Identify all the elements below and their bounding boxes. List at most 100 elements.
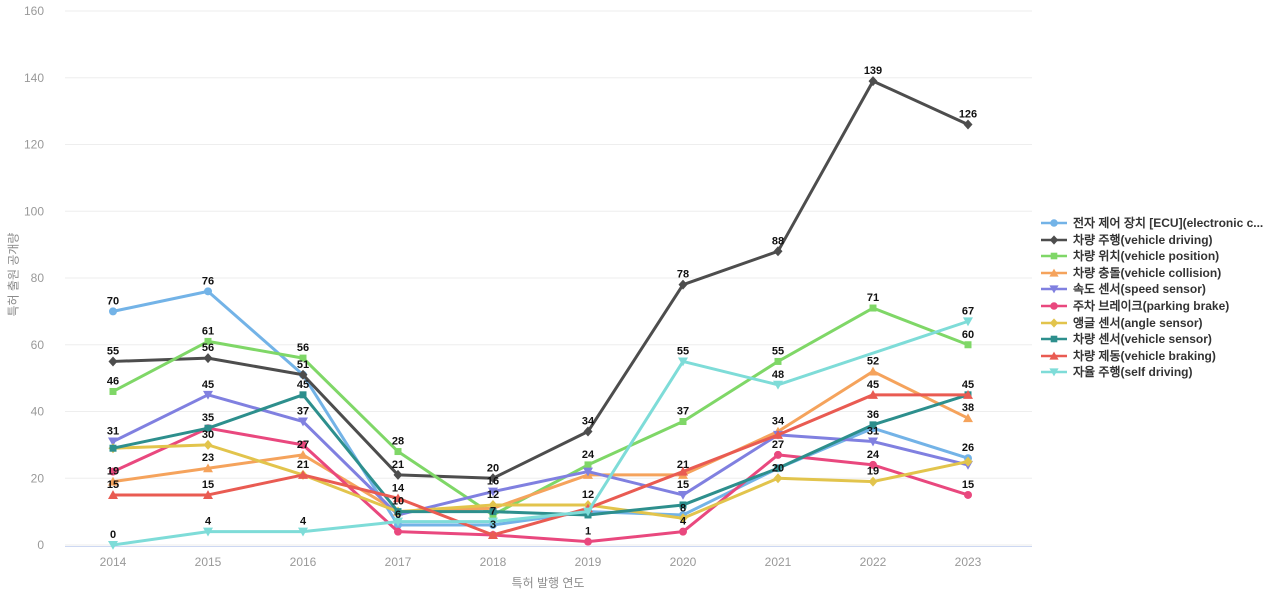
data-point-label: 70 [107,295,119,307]
data-point-label: 30 [202,429,214,441]
triangle-legend-marker-icon [1041,351,1067,360]
data-point-label: 19 [867,466,879,478]
data-point-label: 15 [962,479,974,491]
y-axis-title: 특허 출원 공개량 [6,232,21,317]
legend-item-label: 속도 센서(speed sensor) [1073,282,1206,297]
x-tick-label: 2022 [860,555,887,569]
data-point-label: 27 [297,439,309,451]
x-tick-label: 2020 [670,555,697,569]
data-point-label: 15 [202,479,214,491]
data-point-label: 16 [487,476,499,488]
data-point-label: 12 [487,489,499,501]
data-point-label: 31 [867,426,879,438]
data-point-label: 21 [297,459,309,471]
data-point-label: 35 [202,412,214,424]
data-point-label: 1 [585,526,591,538]
data-point-label: 76 [202,275,214,287]
y-tick-label: 160 [24,4,44,18]
legend-item-label: 전자 제어 장치 [ECU](electronic c... [1073,216,1264,230]
data-point-label: 67 [962,305,974,317]
legend-item-2[interactable]: 차량 위치(vehicle position) [1041,250,1263,262]
square-legend-marker-icon [1041,252,1067,260]
legend-item-3[interactable]: 차량 충돌(vehicle collision) [1041,267,1263,279]
data-point-label: 45 [297,379,309,391]
x-tick-labels: 2014 2015 2016 2017 2018 2019 2020 2021 2022 2023 [100,555,982,569]
data-point-label: 56 [297,342,309,354]
data-point-label: 60 [962,329,974,341]
square-legend-marker-icon [1041,335,1067,343]
data-point-label: 8 [680,502,686,514]
legend-item-label: 차량 센서(vehicle sensor) [1073,332,1212,347]
data-point-label: 15 [107,479,119,491]
data-point-label: 6 [395,509,401,521]
data-point-label: 46 [107,375,119,387]
x-tick-label: 2017 [385,555,412,569]
data-point-label: 45 [202,379,214,391]
data-point-label: 56 [202,342,214,354]
legend-item-4[interactable]: 속도 센서(speed sensor) [1041,283,1263,295]
y-tick-label: 100 [24,204,44,218]
data-point-label: 4 [680,516,687,528]
y-tick-label: 140 [24,71,44,85]
data-point-label: 0 [110,529,116,541]
data-point-label: 126 [959,108,977,120]
legend-item-label: 차량 제동(vehicle braking) [1073,348,1216,363]
data-point-label: 26 [962,442,974,454]
data-point-label: 37 [677,406,689,418]
data-point-label: 55 [677,345,689,357]
data-point-label: 21 [677,459,689,471]
circle-legend-marker-icon [1041,219,1067,227]
data-point-label: 27 [772,439,784,451]
data-point-label: 61 [202,325,214,337]
legend: 전자 제어 장치 [ECU](electronic c... 차량 주행(vehi… [1041,217,1263,383]
series-1 [108,76,973,484]
y-tick-label: 40 [31,405,45,419]
legend-item-8[interactable]: 차량 제동(vehicle braking) [1041,350,1263,362]
data-point-label: 14 [392,482,405,494]
legend-item-6[interactable]: 앵글 센서(angle sensor) [1041,317,1263,329]
y-tick-label: 20 [31,471,45,485]
legend-item-1[interactable]: 차량 주행(vehicle driving) [1041,234,1263,246]
legend-item-0[interactable]: 전자 제어 장치 [ECU](electronic c... [1041,217,1263,229]
diamond-legend-marker-icon [1041,317,1067,328]
series-9 [108,317,973,550]
data-point-label: 78 [677,269,689,281]
legend-item-label: 자율 주행(self driving) [1073,365,1193,380]
triangle-legend-marker-icon [1041,268,1067,277]
legend-item-7[interactable]: 차량 센서(vehicle sensor) [1041,333,1263,345]
data-point-label: 31 [107,426,119,438]
legend-item-5[interactable]: 주차 브레이크(parking brake) [1041,300,1263,312]
data-point-label: 24 [582,449,595,461]
y-tick-label: 120 [24,138,44,152]
x-tick-label: 2014 [100,555,127,569]
data-point-label: 4 [300,516,307,528]
data-point-label: 45 [962,379,974,391]
x-tick-label: 2023 [955,555,982,569]
data-point-label: 28 [392,436,404,448]
legend-item-9[interactable]: 자율 주행(self driving) [1041,366,1263,378]
data-point-label: 12 [582,489,594,501]
data-point-label: 34 [582,416,595,428]
data-point-label: 4 [205,516,212,528]
triangle-down-legend-marker-icon [1041,285,1067,294]
data-point-label: 45 [867,379,879,391]
data-point-label: 55 [107,345,119,357]
data-point-label: 88 [772,235,784,247]
data-point-label: 20 [487,462,499,474]
diamond-legend-marker-icon [1041,234,1067,245]
data-point-label: 36 [867,409,879,421]
y-tick-label: 0 [37,538,44,552]
data-point-label: 55 [772,345,784,357]
data-point-label: 24 [867,449,880,461]
data-point-label: 20 [772,462,784,474]
legend-item-label: 주차 브레이크(parking brake) [1073,298,1230,313]
legend-item-label: 차량 충돌(vehicle collision) [1073,265,1222,280]
legend-item-label: 앵글 센서(angle sensor) [1073,315,1203,330]
data-point-label: 139 [864,65,882,77]
x-tick-label: 2021 [765,555,792,569]
x-tick-label: 2019 [575,555,602,569]
